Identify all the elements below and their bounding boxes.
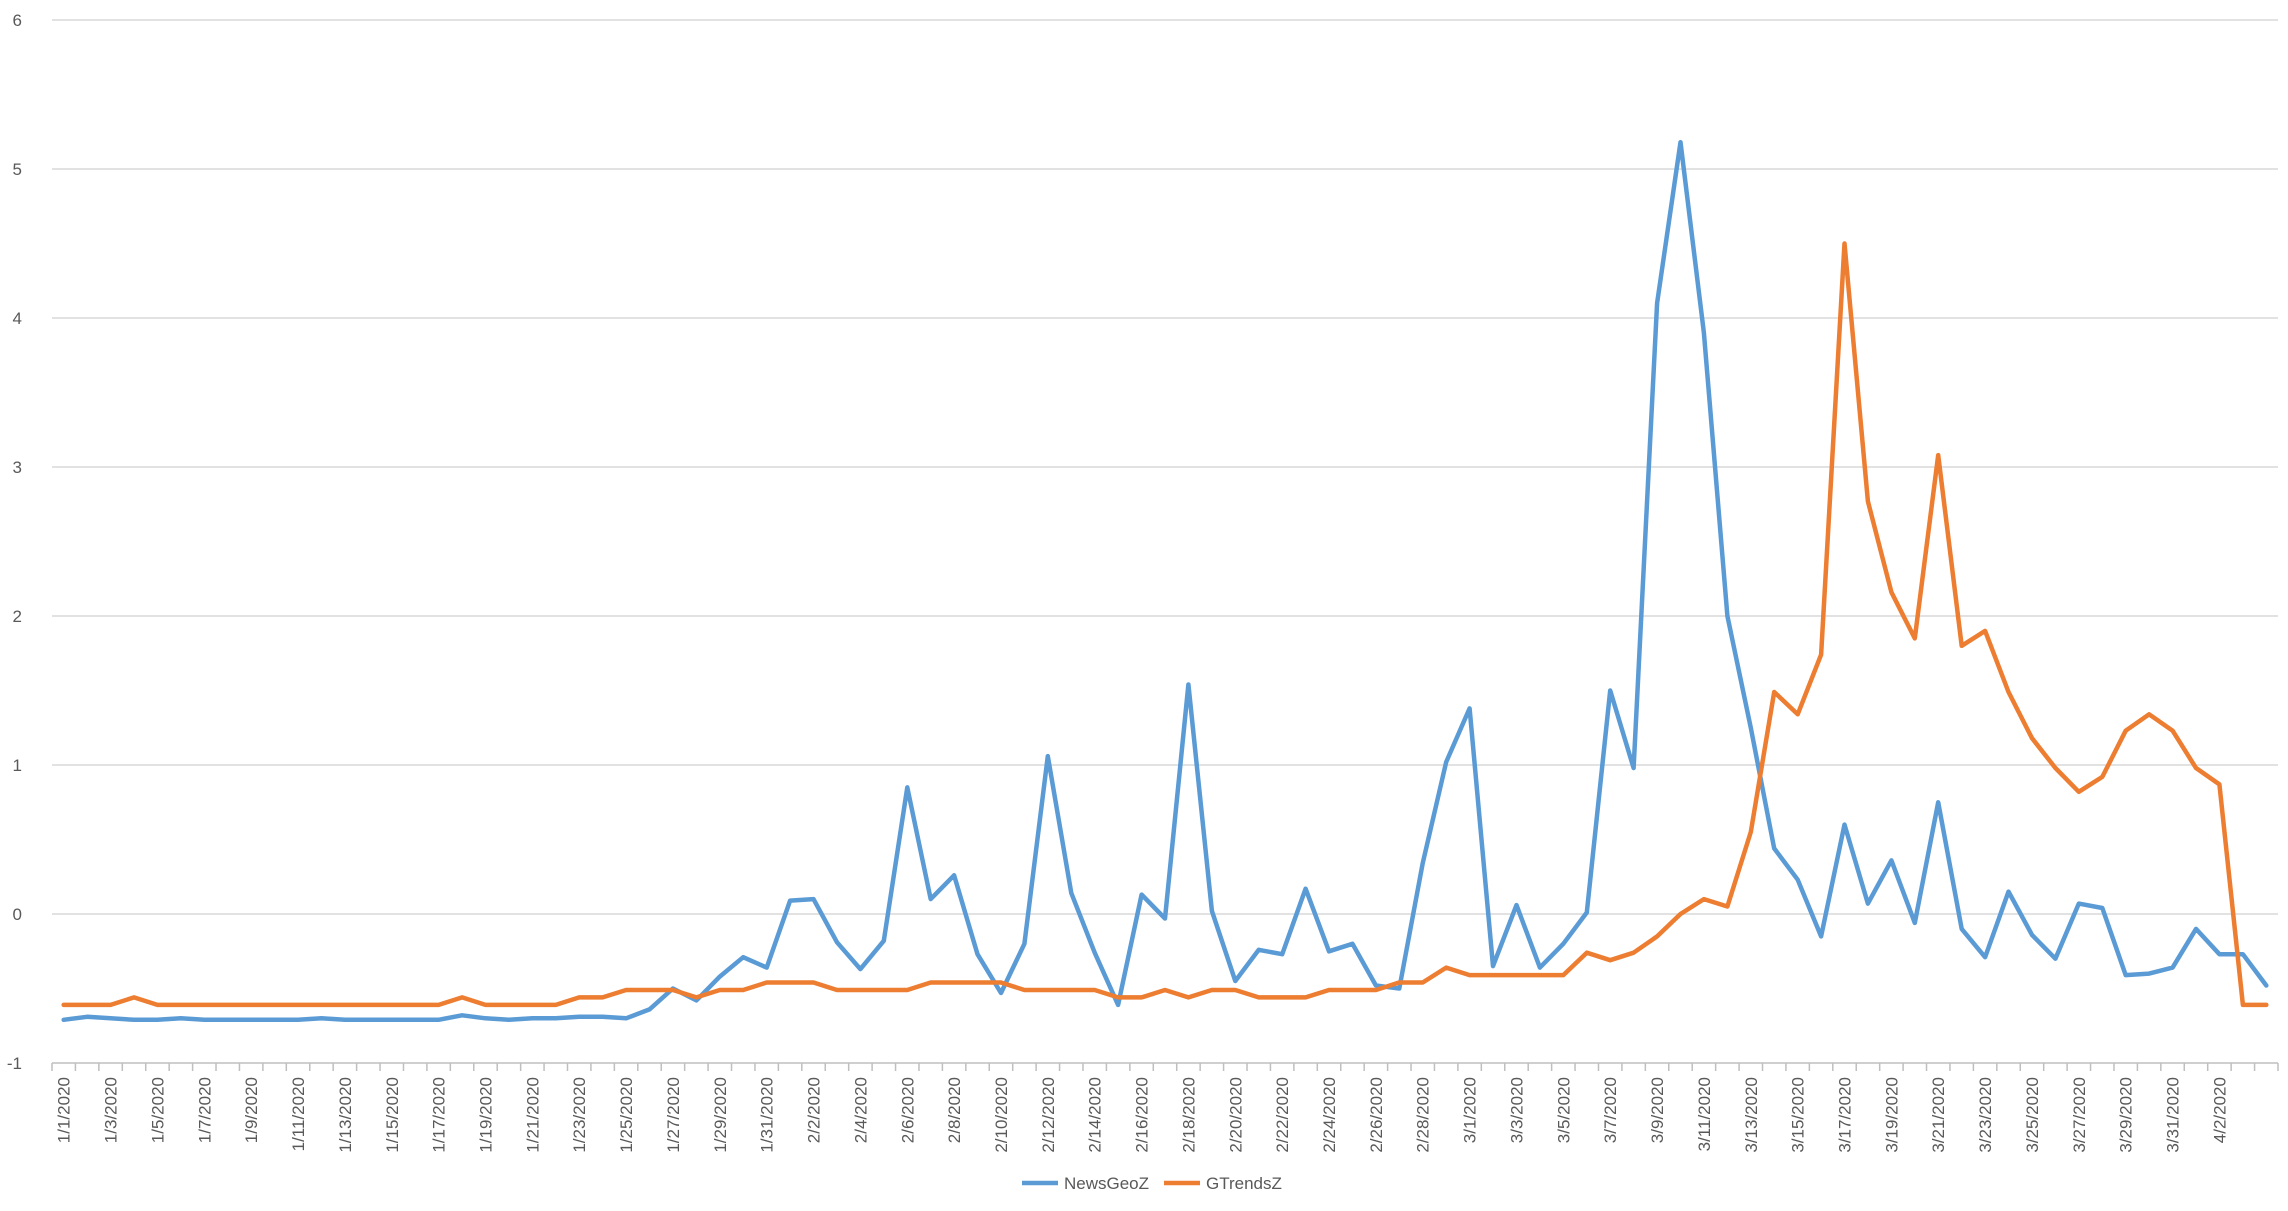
series-lines — [61, 139, 2269, 1023]
series-line-newsgeoz — [61, 139, 2269, 1023]
x-tick-label: 3/21/2020 — [1929, 1077, 1948, 1153]
x-tick-label: 3/23/2020 — [1976, 1077, 1995, 1153]
x-tick-label: 2/8/2020 — [945, 1077, 964, 1143]
x-tick-label: 1/27/2020 — [664, 1077, 683, 1153]
x-tick-label: 1/15/2020 — [383, 1077, 402, 1153]
x-tick-label: 3/7/2020 — [1601, 1077, 1620, 1143]
x-tick-label: 3/31/2020 — [2164, 1077, 2183, 1153]
y-tick-label: -1 — [7, 1054, 22, 1073]
x-tick-label: 1/21/2020 — [523, 1077, 542, 1153]
x-tick-label: 4/2/2020 — [2210, 1077, 2229, 1143]
x-tick-label: 2/14/2020 — [1086, 1077, 1105, 1153]
x-tick-label: 1/1/2020 — [55, 1077, 74, 1143]
x-tick-label: 2/10/2020 — [992, 1077, 1011, 1153]
x-tick-label: 1/9/2020 — [242, 1077, 261, 1143]
x-tick-label: 1/19/2020 — [476, 1077, 495, 1153]
x-tick-label: 1/23/2020 — [570, 1077, 589, 1153]
y-axis: -1 0 1 2 3 4 5 6 — [7, 11, 22, 1073]
y-tick-label: 1 — [13, 756, 22, 775]
x-tick-label: 2/4/2020 — [851, 1077, 870, 1143]
y-tick-label: 6 — [13, 11, 22, 30]
y-tick-label: 5 — [13, 160, 22, 179]
x-tick-label: 2/28/2020 — [1414, 1077, 1433, 1153]
x-tick-label: 3/17/2020 — [1836, 1077, 1855, 1153]
x-tick-label: 3/13/2020 — [1742, 1077, 1761, 1153]
legend: NewsGeoZ GTrendsZ — [1022, 1174, 1282, 1193]
x-tick-label: 3/27/2020 — [2070, 1077, 2089, 1153]
series-line-gtrendsz — [61, 241, 2269, 1008]
x-tick-label: 3/29/2020 — [2117, 1077, 2136, 1153]
x-tick-label: 3/3/2020 — [1507, 1077, 1526, 1143]
x-tick-label: 2/24/2020 — [1320, 1077, 1339, 1153]
x-tick-label: 1/11/2020 — [289, 1077, 308, 1151]
legend-entry: GTrendsZ — [1206, 1174, 1282, 1193]
y-tick-label: 4 — [13, 309, 22, 328]
y-tick-label: 3 — [13, 458, 22, 477]
x-tick-label: 2/18/2020 — [1179, 1077, 1198, 1153]
x-tick-label: 2/20/2020 — [1226, 1077, 1245, 1153]
x-tick-label: 1/31/2020 — [758, 1077, 777, 1153]
x-tick-label: 3/5/2020 — [1554, 1077, 1573, 1143]
gridlines — [52, 19, 2278, 915]
x-tick-label: 3/11/2020 — [1695, 1077, 1714, 1151]
y-tick-label: 0 — [13, 905, 22, 924]
x-tick-label: 2/6/2020 — [898, 1077, 917, 1143]
x-tick-label: 3/19/2020 — [1882, 1077, 1901, 1153]
x-tick-label: 3/9/2020 — [1648, 1077, 1667, 1143]
x-tick-label: 2/16/2020 — [1133, 1077, 1152, 1153]
x-tick-label: 1/29/2020 — [711, 1077, 730, 1153]
x-axis: 1/1/2020 1/3/2020 1/5/2020 1/7/2020 1/9/2020… — [51, 1062, 2279, 1153]
x-tick-label: 2/22/2020 — [1273, 1077, 1292, 1153]
x-tick-label: 2/2/2020 — [805, 1077, 824, 1143]
x-tick-label: 3/1/2020 — [1461, 1077, 1480, 1143]
x-tick-label: 1/13/2020 — [336, 1077, 355, 1153]
x-tick-label: 3/25/2020 — [2023, 1077, 2042, 1153]
x-tick-label: 3/15/2020 — [1789, 1077, 1808, 1153]
x-tick-label: 1/17/2020 — [430, 1077, 449, 1153]
y-tick-label: 2 — [13, 607, 22, 626]
x-tick-label: 1/5/2020 — [148, 1077, 167, 1143]
x-tick-label: 2/12/2020 — [1039, 1077, 1058, 1153]
x-tick-label: 1/3/2020 — [102, 1077, 121, 1143]
x-tick-label: 1/7/2020 — [195, 1077, 214, 1143]
x-tick-label: 2/26/2020 — [1367, 1077, 1386, 1153]
legend-entry: NewsGeoZ — [1064, 1174, 1149, 1193]
x-tick-label: 1/25/2020 — [617, 1077, 636, 1153]
